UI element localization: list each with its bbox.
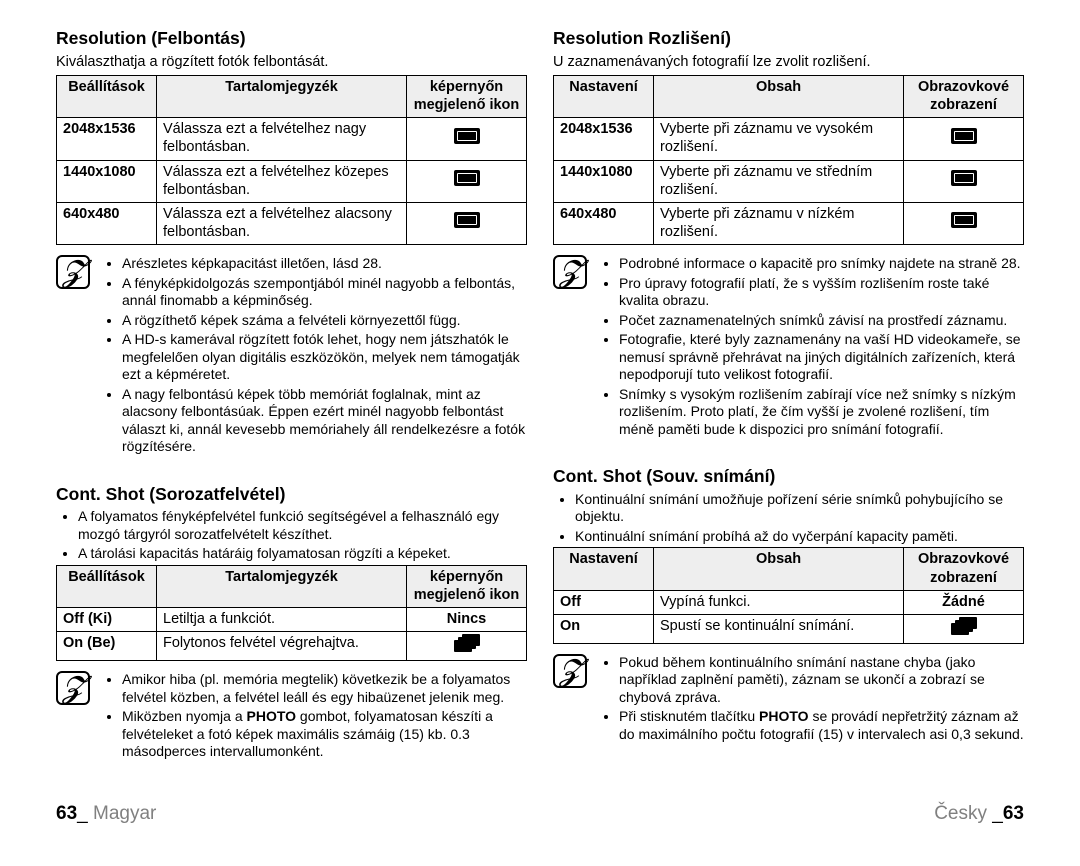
table-row: On Spustí se kontinuální snímání. [554,614,1024,643]
page-footer: 63_ Magyar Česky _63 [0,790,1080,826]
contshot-table-left: Beállítások Tartalomjegyzék képernyőn me… [56,565,527,662]
resolution-icon [951,212,977,228]
table-row: Off (Ki) Letiltja a funkciót. Nincs [57,608,527,632]
note-block: 𝓩 Pokud během kontinuálního snímání nast… [553,654,1024,746]
resolution-icon [454,170,480,186]
note-icon: 𝓩 [56,255,90,289]
table-row: 1440x1080 Vyberte při záznamu ve střední… [554,160,1024,202]
resolution-heading-right: Resolution Rozlišení) [553,28,1024,50]
th-icon: képernyőn megjelenő ikon [407,76,527,118]
table-row: On (Be) Folytonos felvétel végrehajtva. [57,632,527,661]
contshot-bullets-right: Kontinuální snímání umožňuje pořízení sé… [553,491,1024,546]
table-row: 2048x1536 Válassza ezt a felvételhez nag… [57,118,527,160]
resolution-icon [454,128,480,144]
note-icon: 𝓩 [553,654,587,688]
table-row: Off Vypíná funkci. Žádné [554,590,1024,614]
resolution-table-right: Nastavení Obsah Obrazovkové zobrazení 20… [553,75,1024,245]
note-block: 𝓩 Arészletes képkapacitást illetően, lás… [56,255,527,458]
table-row: 640x480 Válassza ezt a felvételhez alacs… [57,202,527,244]
resolution-heading-left: Resolution (Felbontás) [56,28,527,50]
note-icon: 𝓩 [553,255,587,289]
th-contents: Tartalomjegyzék [157,76,407,118]
note-block: 𝓩 Amikor hiba (pl. memória megtelik) köv… [56,671,527,763]
table-row: 2048x1536 Vyberte při záznamu ve vysokém… [554,118,1024,160]
resolution-icon [454,212,480,228]
page-body: Resolution (Felbontás) Kiválaszthatja a … [0,0,1080,790]
resolution-intro-left: Kiválaszthatja a rögzített fotók felbont… [56,53,527,71]
table-row: 640x480 Vyberte při záznamu v nízkém roz… [554,202,1024,244]
footer-right: Česky _63 [934,802,1024,826]
footer-left: 63_ Magyar [56,802,156,826]
table-row: 1440x1080 Válassza ezt a felvételhez köz… [57,160,527,202]
resolution-table-left: Beállítások Tartalomjegyzék képernyőn me… [56,75,527,245]
note-icon: 𝓩 [56,671,90,705]
note-list: Pokud během kontinuálního snímání nastan… [597,654,1024,746]
resolution-intro-right: U zaznamenávaných fotografií lze zvolit … [553,53,1024,71]
resolution-icon [951,128,977,144]
resolution-icon [951,170,977,186]
contshot-heading-right: Cont. Shot (Souv. snímání) [553,466,1024,488]
note-block: 𝓩 Podrobné informace o kapacitě pro sním… [553,255,1024,440]
note-list: Amikor hiba (pl. memória megtelik) követ… [100,671,527,763]
left-column: Resolution (Felbontás) Kiválaszthatja a … [56,28,527,790]
continuous-shot-icon [951,617,977,635]
note-list: Podrobné informace o kapacitě pro snímky… [597,255,1024,440]
continuous-shot-icon [454,634,480,652]
th-settings: Beállítások [57,76,157,118]
note-list: Arészletes képkapacitást illetően, lásd … [100,255,527,458]
contshot-bullets-left: A folyamatos fényképfelvétel funkció seg… [56,508,527,563]
contshot-table-right: Nastavení Obsah Obrazovkové zobrazení Of… [553,547,1024,644]
right-column: Resolution Rozlišení) U zaznamenávaných … [553,28,1024,790]
contshot-heading-left: Cont. Shot (Sorozatfelvétel) [56,484,527,506]
